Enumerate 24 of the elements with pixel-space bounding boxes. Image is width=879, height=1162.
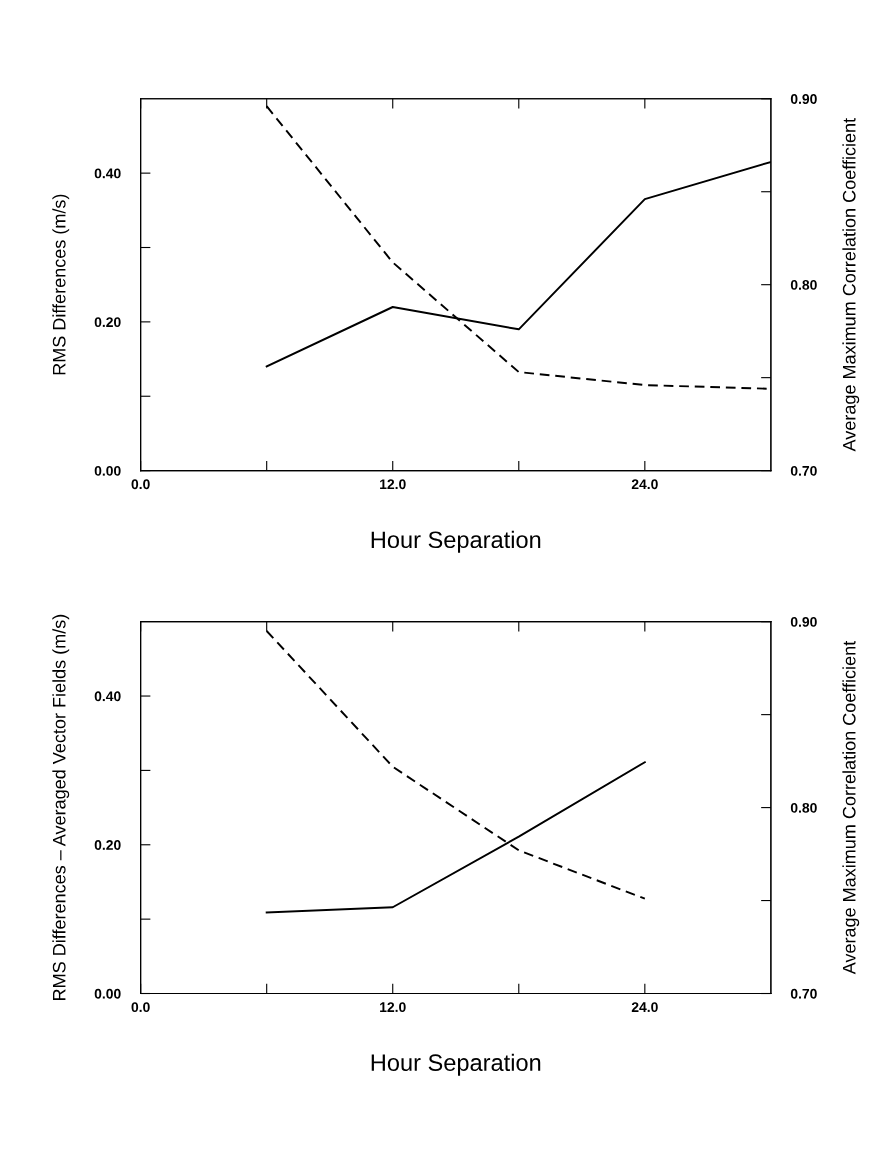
y-tick-label: 0.00 [94, 988, 121, 999]
x-tick-label: 12.0 [380, 479, 406, 490]
x-axis-title: Hour Separation [371, 530, 541, 553]
y2-tick-label: 0.70 [790, 465, 817, 476]
y-axis-title: RMS Differences (m/s) [52, 194, 70, 375]
y-axis-title: RMS Differences – Averaged Vector Fields (m/s) [52, 614, 70, 1000]
x-tick-label: 0.0 [131, 479, 150, 490]
x-axis-title: Hour Separation [371, 1053, 541, 1076]
y2-tick-label: 0.90 [790, 94, 817, 104]
x-tick-label: 12.0 [380, 1002, 406, 1013]
y2-tick-label: 0.90 [790, 617, 817, 627]
x-tick-label: 0.0 [131, 1002, 150, 1013]
x-tick-label: 24.0 [631, 479, 658, 490]
y2-axis-title: Average Maximum Correlation Coefficient [842, 118, 860, 452]
y2-tick-label: 0.70 [790, 988, 817, 999]
y-tick-label: 0.40 [94, 168, 121, 179]
y-tick-label: 0.20 [94, 317, 121, 328]
y2-tick-label: 0.80 [790, 280, 817, 290]
y2-axis-title: Average Maximum Correlation Coefficient [842, 640, 860, 975]
y2-tick-label: 0.80 [790, 802, 817, 813]
y-tick-label: 0.40 [94, 691, 121, 702]
y-tick-label: 0.20 [94, 840, 121, 850]
x-tick-label: 24.0 [631, 1002, 658, 1013]
y-tick-label: 0.00 [94, 465, 121, 476]
